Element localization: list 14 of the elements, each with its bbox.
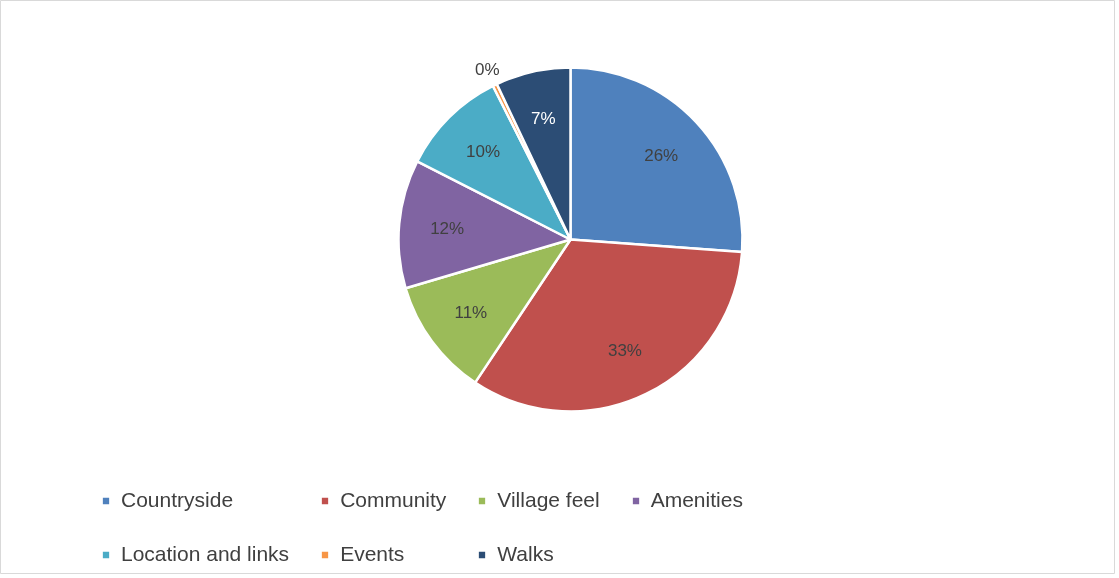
data-label: 11%	[454, 303, 488, 323]
data-label: 12%	[430, 218, 465, 238]
data-label: 10%	[466, 142, 501, 162]
legend-label: Events	[340, 542, 405, 566]
legend-label: Countryside	[121, 488, 234, 512]
legend-label: Location and links	[121, 542, 290, 566]
data-label: 26%	[644, 145, 679, 165]
legend-label: Walks	[497, 542, 554, 566]
legend-label: Amenities	[650, 488, 743, 512]
data-label: 7%	[531, 109, 556, 129]
legend-label: Village feel	[497, 488, 600, 512]
data-label: 33%	[607, 341, 642, 361]
data-label: 0%	[475, 60, 500, 80]
legend-label: Community	[340, 488, 447, 512]
